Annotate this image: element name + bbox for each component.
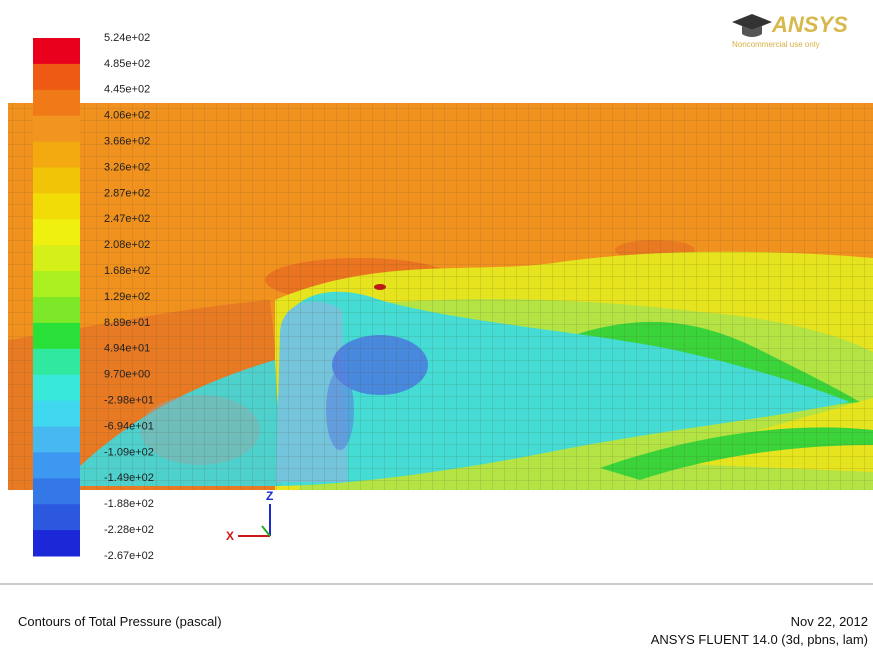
fluent-window: 5.24e+02 4.85e+02 4.45e+02 4.06e+02 3.66e+02… — [0, 0, 873, 660]
color-swatch — [33, 38, 80, 64]
colorbar-label: 8.89e+01 — [104, 317, 150, 329]
color-swatch — [33, 452, 80, 478]
colorbar-label: 4.85e+02 — [104, 58, 150, 70]
logo-brand: ANSYS — [771, 12, 848, 37]
plot-date: Nov 22, 2012 — [791, 614, 868, 629]
colorbar-label: -2.98e+01 — [104, 395, 154, 407]
colorbar-label: -1.88e+02 — [104, 498, 154, 510]
axis-x-label: X — [226, 529, 234, 543]
colorbar-label: 5.24e+02 — [104, 32, 150, 44]
colorbar-label: -2.28e+02 — [104, 524, 154, 536]
color-swatch — [33, 116, 80, 142]
colorbar-label: -1.09e+02 — [104, 446, 154, 458]
color-swatch — [33, 530, 80, 556]
color-swatch — [33, 271, 80, 297]
logo-note: Noncommercial use only — [732, 40, 820, 49]
color-swatch — [33, 219, 80, 245]
color-swatch — [33, 375, 80, 401]
colorbar-label: -6.94e+01 — [104, 420, 154, 432]
colorbar-label: 1.29e+02 — [104, 291, 150, 303]
color-swatch — [33, 504, 80, 530]
colorbar-label: 3.66e+02 — [104, 136, 150, 148]
software-version: ANSYS FLUENT 14.0 (3d, pbns, lam) — [651, 632, 868, 647]
color-swatch — [33, 245, 80, 271]
color-swatch — [33, 142, 80, 168]
color-swatch — [33, 427, 80, 453]
color-swatch — [33, 349, 80, 375]
colorbar-label: 2.87e+02 — [104, 187, 150, 199]
color-swatch — [33, 64, 80, 90]
colorbar-label: 4.06e+02 — [104, 110, 150, 122]
color-swatch — [33, 297, 80, 323]
colorbar-label: 1.68e+02 — [104, 265, 150, 277]
colorbar-label: 3.26e+02 — [104, 161, 150, 173]
color-swatch — [33, 90, 80, 116]
axis-z-label: Z — [266, 489, 273, 503]
color-swatch — [33, 401, 80, 427]
plot-title: Contours of Total Pressure (pascal) — [18, 614, 222, 629]
color-swatch — [33, 478, 80, 504]
color-swatch — [33, 193, 80, 219]
color-swatch — [33, 323, 80, 349]
colorbar-label: 2.08e+02 — [104, 239, 150, 251]
colorbar-label: -2.67e+02 — [104, 550, 154, 562]
colorbar-label: 9.70e+00 — [104, 369, 150, 381]
colorbar-label: -1.49e+02 — [104, 472, 154, 484]
color-swatch — [33, 168, 80, 194]
colorbar-label: 4.94e+01 — [104, 343, 150, 355]
colorbar-label: 4.45e+02 — [104, 84, 150, 96]
colorbar-label: 2.47e+02 — [104, 213, 150, 225]
